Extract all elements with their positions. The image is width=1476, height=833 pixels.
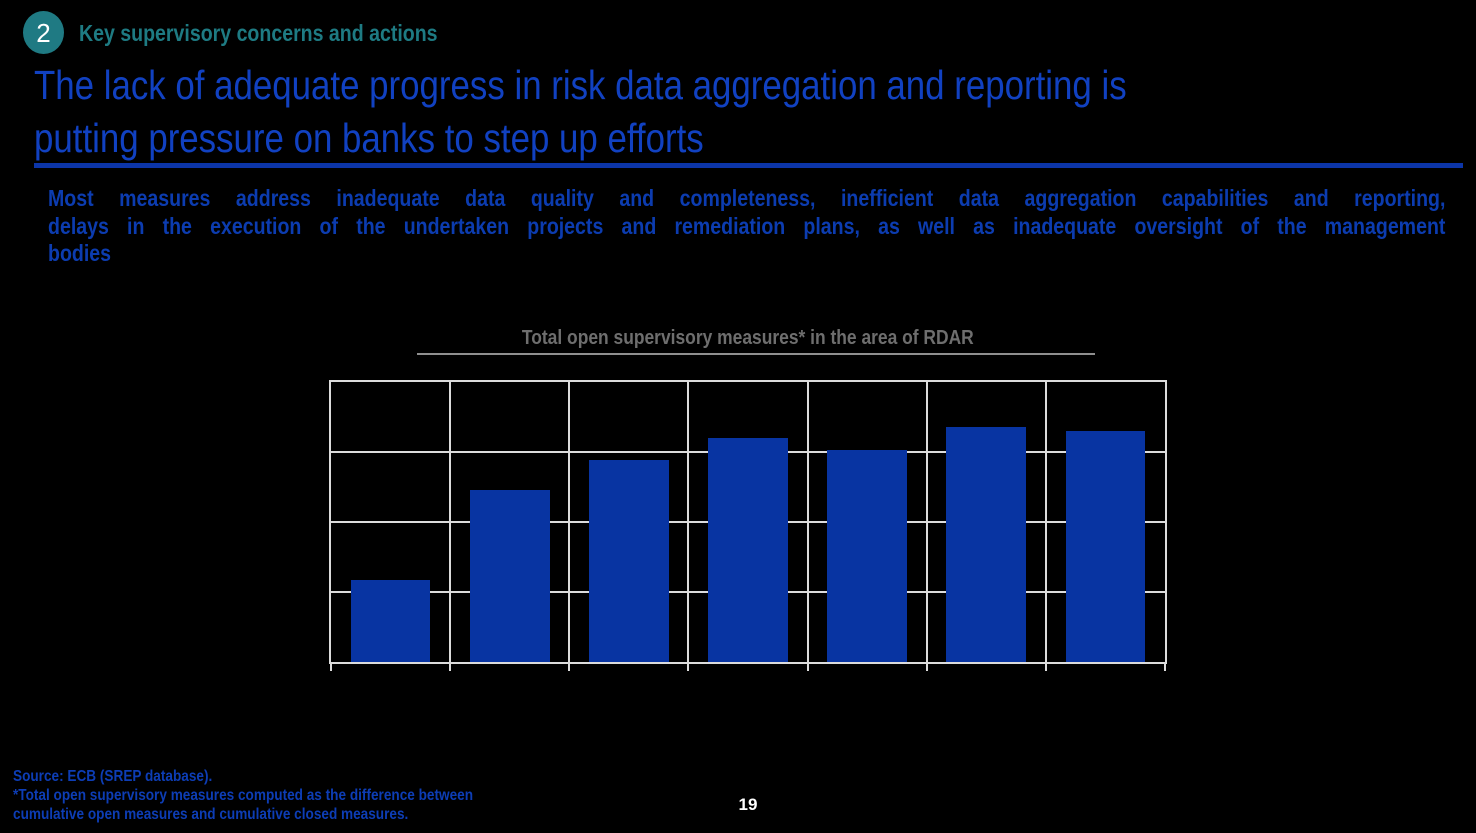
bar-column — [808, 382, 927, 662]
footnote-line-2: *Total open supervisory measures compute… — [13, 787, 474, 804]
footnote-line-1: Source: ECB (SREP database). — [13, 768, 213, 785]
bar-column — [331, 382, 450, 662]
slide-title-line-2: putting pressure on banks to step up eff… — [34, 115, 704, 161]
source-footnote: Source: ECB (SREP database). *Total open… — [13, 767, 473, 824]
section-header-label: Key supervisory concerns and actions — [79, 20, 438, 46]
x-axis-tick — [925, 664, 928, 671]
bar-column — [1046, 382, 1165, 662]
bar — [708, 438, 788, 662]
bar-plot — [329, 380, 1167, 671]
title-underline-rule — [34, 163, 1463, 168]
chart-title-underline-rule — [417, 353, 1095, 355]
section-header: Key supervisory concerns and actions — [79, 19, 501, 47]
bar — [588, 459, 669, 662]
bar — [1065, 431, 1146, 662]
gridline-vertical — [806, 382, 809, 662]
x-axis-tick — [806, 664, 809, 671]
summary-line-1: Most measures address inadequate data qu… — [48, 185, 1446, 211]
bar-columns — [331, 382, 1165, 662]
bar — [946, 426, 1027, 662]
slide-title: The lack of adequate progress in risk da… — [34, 59, 1319, 165]
bar — [469, 489, 550, 662]
bar — [350, 580, 431, 662]
section-number-badge: 2 — [23, 11, 64, 54]
slide-title-line-1: The lack of adequate progress in risk da… — [34, 62, 1127, 108]
bar-column — [450, 382, 569, 662]
bar-column — [688, 382, 807, 662]
summary-line-2: delays in the execution of the undertake… — [48, 212, 1446, 239]
x-axis-tick — [330, 664, 332, 671]
section-number: 2 — [36, 17, 51, 48]
x-axis-tick — [449, 664, 452, 671]
chart-title: Total open supervisory measures* in the … — [329, 326, 1167, 350]
x-axis-tick — [1044, 664, 1047, 671]
gridline-vertical — [568, 382, 571, 662]
x-axis-tick — [687, 664, 690, 671]
bar-column — [927, 382, 1046, 662]
gridline-vertical — [687, 382, 690, 662]
footnote-line-3: cumulative open measures and cumulative … — [13, 806, 409, 823]
x-axis-tick — [1164, 664, 1166, 671]
page-number: 19 — [738, 795, 758, 814]
gridline-vertical — [1044, 382, 1047, 662]
gridline-vertical — [449, 382, 452, 662]
bar-column — [569, 382, 688, 662]
chart-title-text: Total open supervisory measures* in the … — [522, 326, 974, 349]
summary-paragraph: Most measures address inadequate data qu… — [48, 185, 1445, 268]
summary-line-3: bodies — [48, 240, 112, 266]
x-axis-tick — [568, 664, 571, 671]
bar — [827, 449, 908, 662]
gridline-vertical — [925, 382, 928, 662]
